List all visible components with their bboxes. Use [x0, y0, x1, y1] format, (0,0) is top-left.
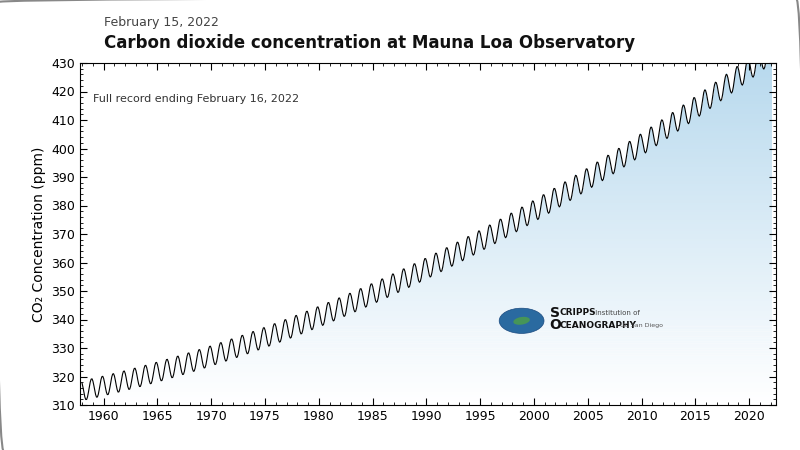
Text: O: O — [550, 318, 562, 332]
Text: February 15, 2022: February 15, 2022 — [104, 16, 219, 29]
Y-axis label: CO₂ Concentration (ppm): CO₂ Concentration (ppm) — [32, 146, 46, 322]
Text: S: S — [550, 306, 560, 320]
Text: Institution of: Institution of — [593, 310, 640, 316]
Text: CRIPPS: CRIPPS — [559, 308, 596, 317]
Text: Carbon dioxide concentration at Mauna Loa Observatory: Carbon dioxide concentration at Mauna Lo… — [104, 34, 635, 52]
Text: CEANOGRAPHY: CEANOGRAPHY — [560, 321, 637, 330]
Text: Full record ending February 16, 2022: Full record ending February 16, 2022 — [93, 94, 298, 104]
Text: UC San Diego: UC San Diego — [618, 323, 662, 328]
